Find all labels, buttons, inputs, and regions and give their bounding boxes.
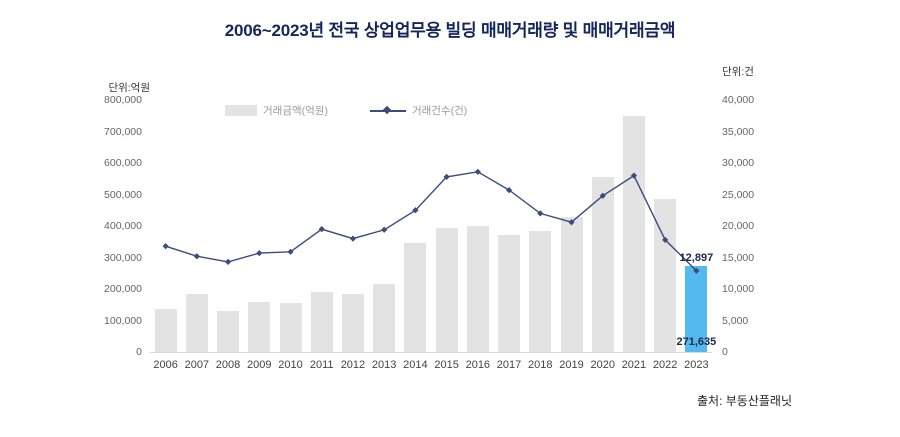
line-marker-icon [693,267,700,274]
chart-title: 2006~2023년 전국 상업업무용 빌딩 매매거래량 및 매매거래금액 [224,21,676,40]
line-marker-icon [662,236,669,243]
x-label-2010: 2010 [278,359,303,371]
bar-2008 [217,311,240,352]
x-label-2014: 2014 [403,359,428,371]
line-marker-icon [443,173,450,180]
line-marker-icon [318,226,325,233]
line-marker-icon [537,210,544,217]
x-label-2013: 2013 [371,359,397,371]
line-marker-icon [349,235,357,242]
right-axis-tick: 5,000 [722,314,749,327]
line-marker-icon [505,186,513,194]
line-marker-icon [412,207,419,214]
bar-2006 [154,309,177,352]
line-marker-icon [287,248,294,255]
bar-2020 [591,177,614,352]
left-axis-tick: 300,000 [104,251,142,264]
x-label-2016: 2016 [465,359,491,371]
right-axis-unit: 단위:건 [722,66,754,78]
data-label-271635: 271,635 [676,336,717,348]
bar-2021 [622,115,645,352]
line-marker-icon [193,253,200,260]
bar-2022 [654,199,677,352]
bar-2016 [466,226,489,352]
left-axis-tick: 700,000 [104,125,142,138]
x-label-2019: 2019 [559,359,584,371]
bar-2019 [560,216,583,352]
x-label-2021: 2021 [621,359,647,371]
bar-2015 [435,227,458,352]
data-label-12897: 12,897 [679,251,714,264]
x-label-2022: 2022 [652,359,678,371]
x-axis-line [150,352,712,353]
legend-item-line: 거래건수(건) [369,103,468,118]
bar-2018 [529,230,552,352]
left-axis-tick: 400,000 [104,220,142,232]
x-label-2023: 2023 [684,359,709,371]
right-axis-tick: 15,000 [722,251,755,264]
x-label-2008: 2008 [215,359,241,371]
bar-2023 [685,266,708,352]
left-axis-tick: 600,000 [104,157,142,169]
x-label-2015: 2015 [434,359,459,371]
bar-2009 [248,301,271,352]
line-swatch-icon [369,105,406,116]
bar-2012 [341,293,364,352]
line-marker-icon [381,226,388,233]
x-label-2012: 2012 [340,359,366,371]
bar-2010 [279,303,302,352]
legend: 거래금액(억원) 거래건수(건) [225,103,467,118]
line-marker-icon [568,219,575,226]
left-axis-unit: 단위:억원 [108,82,150,94]
right-axis-tick: 30,000 [722,157,755,169]
line-marker-icon [630,172,638,179]
left-axis-tick: 100,000 [104,314,142,327]
right-axis-tick: 20,000 [722,220,755,232]
bar-swatch-icon [225,105,257,116]
x-label-2006: 2006 [153,359,178,371]
x-label-2017: 2017 [496,359,522,371]
source-text: 출처: 부동산플래닛 [697,394,792,408]
x-label-2018: 2018 [528,359,553,371]
right-axis-tick: 40,000 [722,94,755,106]
left-axis-tick: 200,000 [104,283,142,295]
bar-2011 [310,292,333,352]
x-label-2009: 2009 [247,359,272,371]
right-axis-tick: 0 [722,346,728,358]
line-marker-icon [256,249,263,257]
left-axis-tick: 0 [136,346,142,358]
x-label-2011: 2011 [309,359,334,371]
line-marker-icon [599,192,606,199]
transaction-count-line [162,168,700,274]
x-label-2020: 2020 [590,359,615,371]
right-axis-tick: 25,000 [722,188,755,201]
bar-2014 [404,243,427,352]
bar-legend-label: 거래금액(억원) [263,105,328,117]
bar-2013 [373,284,396,352]
left-axis-tick: 800,000 [104,94,142,106]
line-legend-label: 거래건수(건) [411,105,468,117]
legend-item-bar: 거래금액(억원) [225,103,328,118]
right-axis-tick: 35,000 [722,125,755,138]
line-marker-icon [474,168,481,175]
line-marker-icon [224,258,232,266]
bar-2017 [498,235,521,352]
x-label-2007: 2007 [184,359,210,371]
left-axis-tick: 500,000 [104,188,142,201]
right-axis-tick: 10,000 [722,283,755,295]
bar-2007 [185,294,208,352]
line-marker-icon [162,243,169,250]
